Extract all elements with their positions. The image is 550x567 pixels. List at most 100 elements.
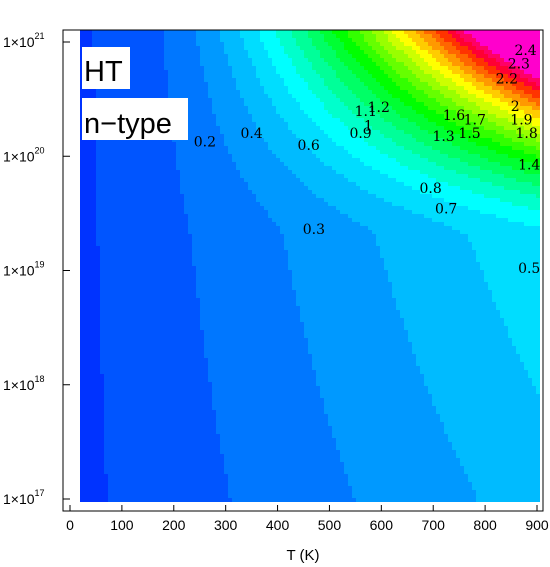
contour-cell xyxy=(216,458,221,463)
contour-cell xyxy=(116,266,121,271)
contour-cell xyxy=(144,358,149,363)
contour-cell xyxy=(80,318,85,323)
contour-cell xyxy=(84,390,89,395)
contour-cell xyxy=(96,190,101,195)
contour-cell xyxy=(168,306,173,311)
contour-cell xyxy=(224,274,229,279)
contour-cell xyxy=(244,230,249,235)
contour-cell xyxy=(212,94,217,99)
contour-cell xyxy=(104,346,109,351)
contour-cell xyxy=(144,458,149,463)
contour-cell xyxy=(148,282,153,287)
contour-cell xyxy=(140,466,145,471)
contour-cell xyxy=(156,94,161,99)
contour-cell xyxy=(160,66,165,71)
contour-cell xyxy=(168,258,173,263)
contour-cell xyxy=(248,34,253,39)
contour-cell xyxy=(164,286,169,291)
contour-cell xyxy=(228,490,233,495)
contour-cell xyxy=(180,138,185,143)
contour-cell xyxy=(188,238,193,243)
contour-cell xyxy=(140,378,145,383)
contour-cell xyxy=(184,78,189,83)
contour-cell xyxy=(240,370,245,375)
contour-cell xyxy=(96,262,101,267)
contour-cell xyxy=(224,126,229,131)
contour-cell xyxy=(124,230,129,235)
contour-cell xyxy=(220,414,225,419)
contour-cell xyxy=(80,194,85,199)
contour-cell xyxy=(100,466,105,471)
contour-cell xyxy=(140,390,145,395)
contour-cell xyxy=(104,206,109,211)
contour-cell xyxy=(124,446,129,451)
contour-cell xyxy=(204,282,209,287)
contour-cell xyxy=(92,374,97,379)
contour-cell xyxy=(104,210,109,215)
contour-cell xyxy=(116,194,121,199)
contour-cell xyxy=(216,382,221,387)
contour-cell xyxy=(208,114,213,119)
contour-cell xyxy=(112,486,117,491)
contour-cell xyxy=(80,342,85,347)
contour-cell xyxy=(100,262,105,267)
contour-cell xyxy=(248,150,253,155)
contour-cell xyxy=(132,82,137,87)
contour-cell xyxy=(212,30,217,35)
contour-cell xyxy=(96,194,101,199)
contour-cell xyxy=(220,82,225,87)
contour-cell xyxy=(240,38,245,43)
contour-cell xyxy=(108,346,113,351)
contour-cell xyxy=(84,94,89,99)
contour-cell xyxy=(244,174,249,179)
contour-cell xyxy=(168,178,173,183)
contour-cell xyxy=(216,430,221,435)
contour-cell xyxy=(196,330,201,335)
contour-cell xyxy=(80,210,85,215)
contour-cell xyxy=(212,254,217,259)
contour-cell xyxy=(116,442,121,447)
contour-cell xyxy=(176,94,181,99)
contour-cell xyxy=(176,254,181,259)
contour-cell xyxy=(152,250,157,255)
contour-cell xyxy=(96,466,101,471)
contour-cell xyxy=(116,358,121,363)
contour-cell xyxy=(120,394,125,399)
contour-cell xyxy=(132,214,137,219)
contour-cell xyxy=(184,418,189,423)
contour-cell xyxy=(188,114,193,119)
contour-cell xyxy=(104,394,109,399)
contour-cell xyxy=(180,42,185,47)
contour-cell xyxy=(188,418,193,423)
contour-cell xyxy=(200,290,205,295)
contour-cell xyxy=(236,78,241,83)
contour-cell xyxy=(184,262,189,267)
contour-cell xyxy=(104,262,109,267)
contour-cell xyxy=(240,122,245,127)
contour-cell xyxy=(168,362,173,367)
contour-cell xyxy=(128,150,133,155)
contour-cell xyxy=(148,246,153,251)
contour-cell xyxy=(244,70,249,75)
contour-cell xyxy=(156,454,161,459)
contour-cell xyxy=(188,90,193,95)
contour-cell xyxy=(180,362,185,367)
contour-cell xyxy=(112,370,117,375)
contour-cell xyxy=(176,338,181,343)
contour-cell xyxy=(184,306,189,311)
contour-cell xyxy=(128,434,133,439)
contour-cell xyxy=(128,254,133,259)
contour-cell xyxy=(188,326,193,331)
contour-cell xyxy=(108,398,113,403)
contour-cell xyxy=(92,490,97,495)
contour-cell xyxy=(152,366,157,371)
contour-cell xyxy=(232,262,237,267)
contour-cell xyxy=(92,366,97,371)
contour-cell xyxy=(196,158,201,163)
contour-cell xyxy=(120,30,125,35)
contour-cell xyxy=(204,206,209,211)
contour-cell xyxy=(172,378,177,383)
contour-cell xyxy=(136,62,141,67)
contour-cell xyxy=(180,394,185,399)
contour-cell xyxy=(92,146,97,151)
